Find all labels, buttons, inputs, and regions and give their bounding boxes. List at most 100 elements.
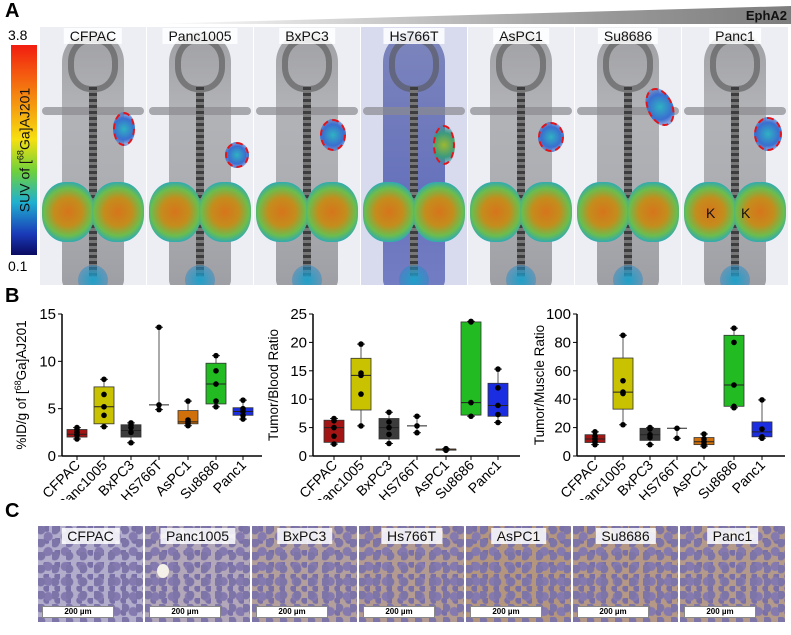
y-tick-label: 10 <box>290 391 307 408</box>
box-su8686 <box>723 334 745 407</box>
data-point <box>647 431 653 438</box>
data-point <box>468 399 474 406</box>
data-point <box>731 339 737 346</box>
y-tick-label: 0 <box>48 448 56 465</box>
kidney-label-left: K <box>706 205 716 221</box>
data-point <box>731 325 737 331</box>
data-point <box>620 389 626 395</box>
data-point <box>156 402 162 408</box>
pet-image-label: Panc1005 <box>162 28 238 44</box>
data-point <box>101 391 107 398</box>
data-point <box>213 403 219 410</box>
pet-image-label: AsPC1 <box>493 28 549 44</box>
kidney-label-right: K <box>741 205 751 221</box>
histology-label: Hs766T <box>380 528 443 544</box>
data-point <box>414 423 420 429</box>
data-point <box>592 429 598 435</box>
data-point <box>386 419 392 425</box>
data-point <box>101 412 107 419</box>
data-point <box>759 426 765 432</box>
pet-image-cfpac: CFPAC <box>40 27 146 285</box>
scale-bar: 200 µm <box>149 606 221 618</box>
pet-image-bxpc3: BxPC3 <box>254 27 360 285</box>
pet-image-su8686: Su8686 <box>575 27 681 285</box>
scale-bar: 200 µm <box>363 606 435 618</box>
data-point <box>701 431 707 437</box>
colorbar-label-suffix: Ga]AJ201 <box>16 87 33 151</box>
data-point <box>674 435 680 442</box>
y-axis-label: Tumor/Muscle Ratio <box>532 325 547 445</box>
pet-image-label: Hs766T <box>383 28 445 44</box>
y-tick-label: 60 <box>554 363 571 380</box>
histology-label: CFPAC <box>61 528 120 544</box>
histology-cfpac: CFPAC 200 µm <box>38 526 143 622</box>
scale-bar: 200 µm <box>577 606 649 618</box>
colorbar-min: 0.1 <box>8 258 28 274</box>
box-panc1005 <box>350 357 372 411</box>
data-point <box>185 417 191 423</box>
panel-label-a: A <box>5 0 20 22</box>
histology-label: Panc1 <box>706 528 759 544</box>
scale-bar: 200 µm <box>42 606 114 618</box>
data-point <box>647 424 653 431</box>
gradient-triangle <box>150 6 791 24</box>
pet-image-aspc1: AsPC1 <box>468 27 574 285</box>
data-point <box>443 445 449 452</box>
histology-panc1005: Panc1005 200 µm <box>145 526 250 622</box>
y-tick-label: 25 <box>290 306 307 323</box>
pet-image-label: Su8686 <box>597 28 659 44</box>
data-point <box>759 434 765 440</box>
data-point <box>331 424 337 431</box>
y-tick-label: 15 <box>39 306 56 323</box>
data-point <box>592 433 598 439</box>
scale-bar: 200 µm <box>684 606 756 618</box>
data-point <box>495 411 501 418</box>
tumor-marker <box>113 112 135 146</box>
pet-image-label: BxPC3 <box>279 28 335 44</box>
histology-su8686: Su8686 200 µm <box>573 526 678 622</box>
y-axis-label: %ID/g of [68Ga]AJ201 <box>13 320 29 449</box>
panel-label-c: C <box>5 500 20 522</box>
data-point <box>101 423 107 430</box>
data-point <box>358 423 364 429</box>
y-tick-label: 20 <box>554 420 571 437</box>
tumor-marker <box>225 142 249 168</box>
epha2-gradient: EphA2 <box>150 6 791 24</box>
data-point <box>101 376 107 383</box>
data-point <box>468 318 474 325</box>
box-panc1005 <box>612 357 634 410</box>
y-tick-label: 0 <box>563 448 571 465</box>
data-point <box>128 429 134 436</box>
data-point <box>468 413 474 420</box>
data-point <box>414 413 420 420</box>
y-tick-label: 10 <box>39 353 56 370</box>
y-tick-label: 5 <box>48 401 56 418</box>
data-point <box>128 439 134 446</box>
data-point <box>620 421 626 428</box>
data-point <box>495 366 501 372</box>
tumor-marker <box>754 117 782 151</box>
data-point <box>386 440 392 447</box>
data-point <box>731 382 737 388</box>
data-point <box>156 324 162 331</box>
histology-hs766t: Hs766T 200 µm <box>359 526 464 622</box>
histology-label: Su8686 <box>595 528 656 544</box>
data-point <box>358 341 364 347</box>
data-point <box>386 409 392 416</box>
histology-panc1: Panc1 200 µm <box>680 526 785 622</box>
data-point <box>240 397 246 403</box>
colorbar <box>11 45 37 255</box>
pet-image-label: CFPAC <box>63 28 123 44</box>
data-point <box>213 368 219 374</box>
data-point <box>213 352 219 359</box>
tumor-marker <box>538 122 564 152</box>
y-tick-label: 15 <box>290 363 307 380</box>
scale-bar: 200 µm <box>256 606 328 618</box>
y-axis-label-suffix: Ga]AJ201 <box>14 320 29 380</box>
data-point <box>358 391 364 397</box>
colorbar-label-prefix: SUV of [ <box>16 160 33 213</box>
data-point <box>701 436 707 442</box>
